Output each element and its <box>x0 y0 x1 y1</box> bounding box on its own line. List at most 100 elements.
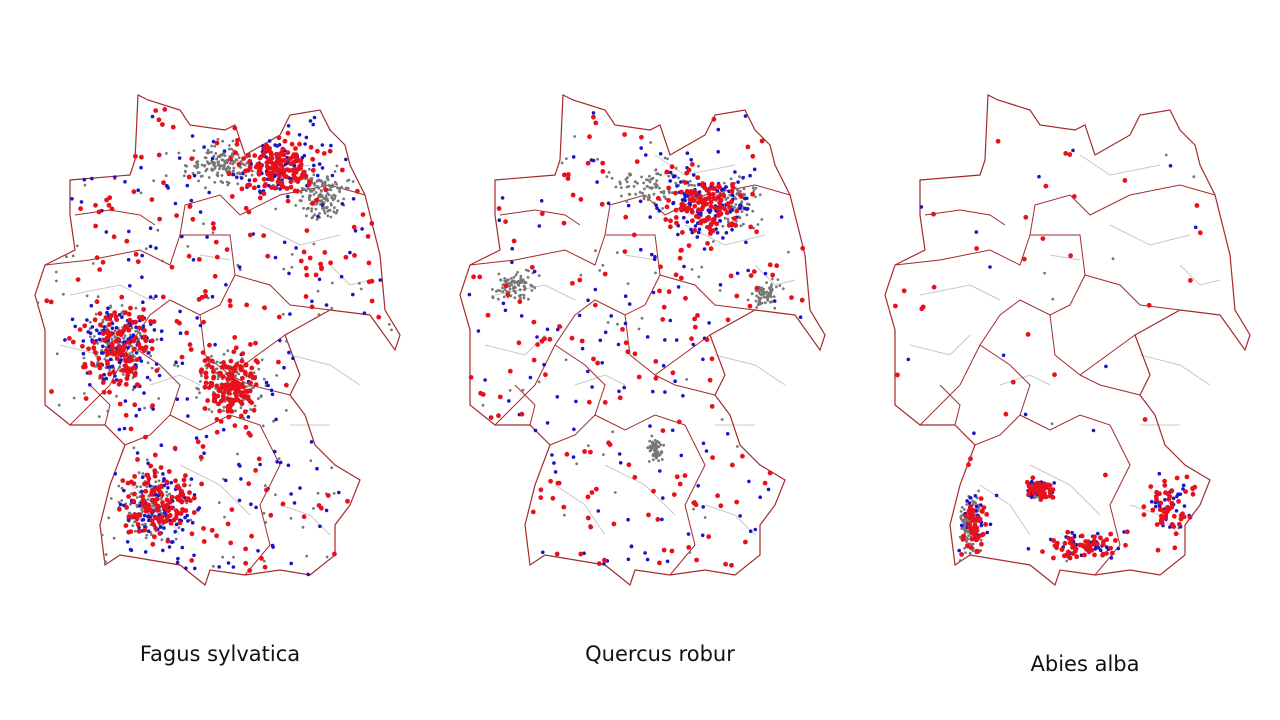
red-occurrence-point <box>297 141 302 147</box>
blue-occurrence-point <box>316 214 320 219</box>
region-boundary <box>574 374 626 386</box>
blue-occurrence-point <box>258 462 262 467</box>
gray-occurrence-point <box>523 285 527 289</box>
red-occurrence-point <box>256 164 262 170</box>
blue-occurrence-point <box>747 479 751 484</box>
blue-occurrence-point <box>696 484 700 488</box>
red-occurrence-point <box>243 546 249 552</box>
gray-occurrence-point <box>1043 271 1046 275</box>
gray-occurrence-point <box>149 354 153 358</box>
blue-occurrence-point <box>716 150 720 154</box>
blue-occurrence-point <box>128 284 132 288</box>
gray-occurrence-point <box>236 452 239 456</box>
gray-occurrence-point <box>250 169 254 173</box>
red-occurrence-point <box>1104 551 1109 556</box>
gray-occurrence-point <box>243 163 247 167</box>
blue-occurrence-point <box>190 134 195 138</box>
red-occurrence-point <box>602 557 607 563</box>
blue-occurrence-point <box>353 229 358 233</box>
red-occurrence-point <box>100 259 106 265</box>
red-occurrence-point <box>246 430 252 436</box>
region-boundary <box>1109 224 1191 246</box>
gray-occurrence-point <box>226 349 230 353</box>
blue-occurrence-point <box>104 376 109 381</box>
red-occurrence-point <box>264 148 269 154</box>
red-occurrence-point <box>227 404 233 410</box>
red-occurrence-point <box>700 181 706 186</box>
red-occurrence-point <box>203 289 208 294</box>
red-occurrence-point <box>283 158 288 164</box>
gray-occurrence-point <box>215 173 219 177</box>
red-occurrence-point <box>203 380 209 386</box>
blue-occurrence-point <box>310 299 314 304</box>
red-occurrence-point <box>295 179 301 184</box>
blue-occurrence-point <box>142 391 146 395</box>
red-occurrence-point <box>227 384 232 390</box>
gray-occurrence-point <box>176 364 180 368</box>
map-fagus-sylvatica <box>34 94 401 587</box>
red-occurrence-point <box>218 370 223 376</box>
red-occurrence-point <box>1040 236 1046 242</box>
red-occurrence-point <box>169 494 175 500</box>
red-occurrence-point <box>247 165 253 170</box>
gray-occurrence-point <box>312 193 316 196</box>
red-occurrence-point <box>233 150 238 156</box>
red-occurrence-point <box>131 481 137 486</box>
red-occurrence-point <box>578 551 584 557</box>
red-occurrence-point <box>1054 542 1060 547</box>
gray-occurrence-point <box>647 193 651 197</box>
gray-occurrence-point <box>82 356 86 360</box>
gray-occurrence-point <box>325 205 329 209</box>
red-occurrence-point <box>160 500 165 505</box>
gray-occurrence-point <box>342 197 346 201</box>
blue-occurrence-point <box>539 199 544 203</box>
gray-occurrence-point <box>750 292 754 296</box>
red-occurrence-point <box>269 185 275 190</box>
blue-occurrence-point <box>1149 499 1154 504</box>
blue-occurrence-point <box>256 549 260 553</box>
red-occurrence-point <box>657 288 662 294</box>
red-occurrence-point <box>210 221 216 227</box>
red-occurrence-point <box>205 398 211 403</box>
gray-occurrence-point <box>321 181 325 185</box>
red-occurrence-point <box>517 299 523 305</box>
gray-occurrence-point <box>318 212 321 215</box>
red-occurrence-point <box>496 413 501 419</box>
gray-occurrence-point <box>216 137 220 141</box>
state-border <box>469 184 791 266</box>
red-occurrence-point <box>1023 214 1029 220</box>
blue-occurrence-point <box>180 234 184 239</box>
gray-occurrence-point <box>333 170 337 173</box>
red-occurrence-point <box>678 248 684 253</box>
gray-occurrence-point <box>132 446 136 450</box>
gray-occurrence-point <box>754 195 757 199</box>
red-occurrence-point <box>673 272 679 278</box>
blue-occurrence-point <box>685 151 690 155</box>
blue-occurrence-point <box>237 265 242 269</box>
blue-occurrence-point <box>692 173 696 177</box>
blue-occurrence-point <box>174 522 179 527</box>
red-occurrence-point <box>585 160 591 166</box>
red-occurrence-point <box>1146 302 1152 308</box>
red-occurrence-point <box>160 294 166 300</box>
red-occurrence-point <box>1067 540 1073 546</box>
blue-occurrence-point <box>542 362 546 367</box>
blue-occurrence-point <box>638 199 643 204</box>
blue-occurrence-point <box>758 495 762 500</box>
blue-occurrence-point <box>272 449 277 454</box>
region-boundary <box>999 374 1051 386</box>
gray-occurrence-point <box>751 209 755 213</box>
blue-occurrence-point <box>1163 498 1167 502</box>
red-occurrence-point <box>178 511 184 516</box>
gray-occurrence-point <box>216 377 220 381</box>
red-occurrence-point <box>126 494 131 499</box>
gray-occurrence-point <box>326 214 330 218</box>
blue-occurrence-point <box>141 517 146 522</box>
gray-occurrence-point <box>128 511 132 515</box>
red-occurrence-point <box>535 342 540 347</box>
gray-occurrence-point <box>722 181 726 185</box>
red-occurrence-point <box>212 273 218 279</box>
gray-occurrence-point <box>165 152 168 155</box>
state-border <box>624 314 711 376</box>
red-occurrence-point <box>1079 533 1085 539</box>
